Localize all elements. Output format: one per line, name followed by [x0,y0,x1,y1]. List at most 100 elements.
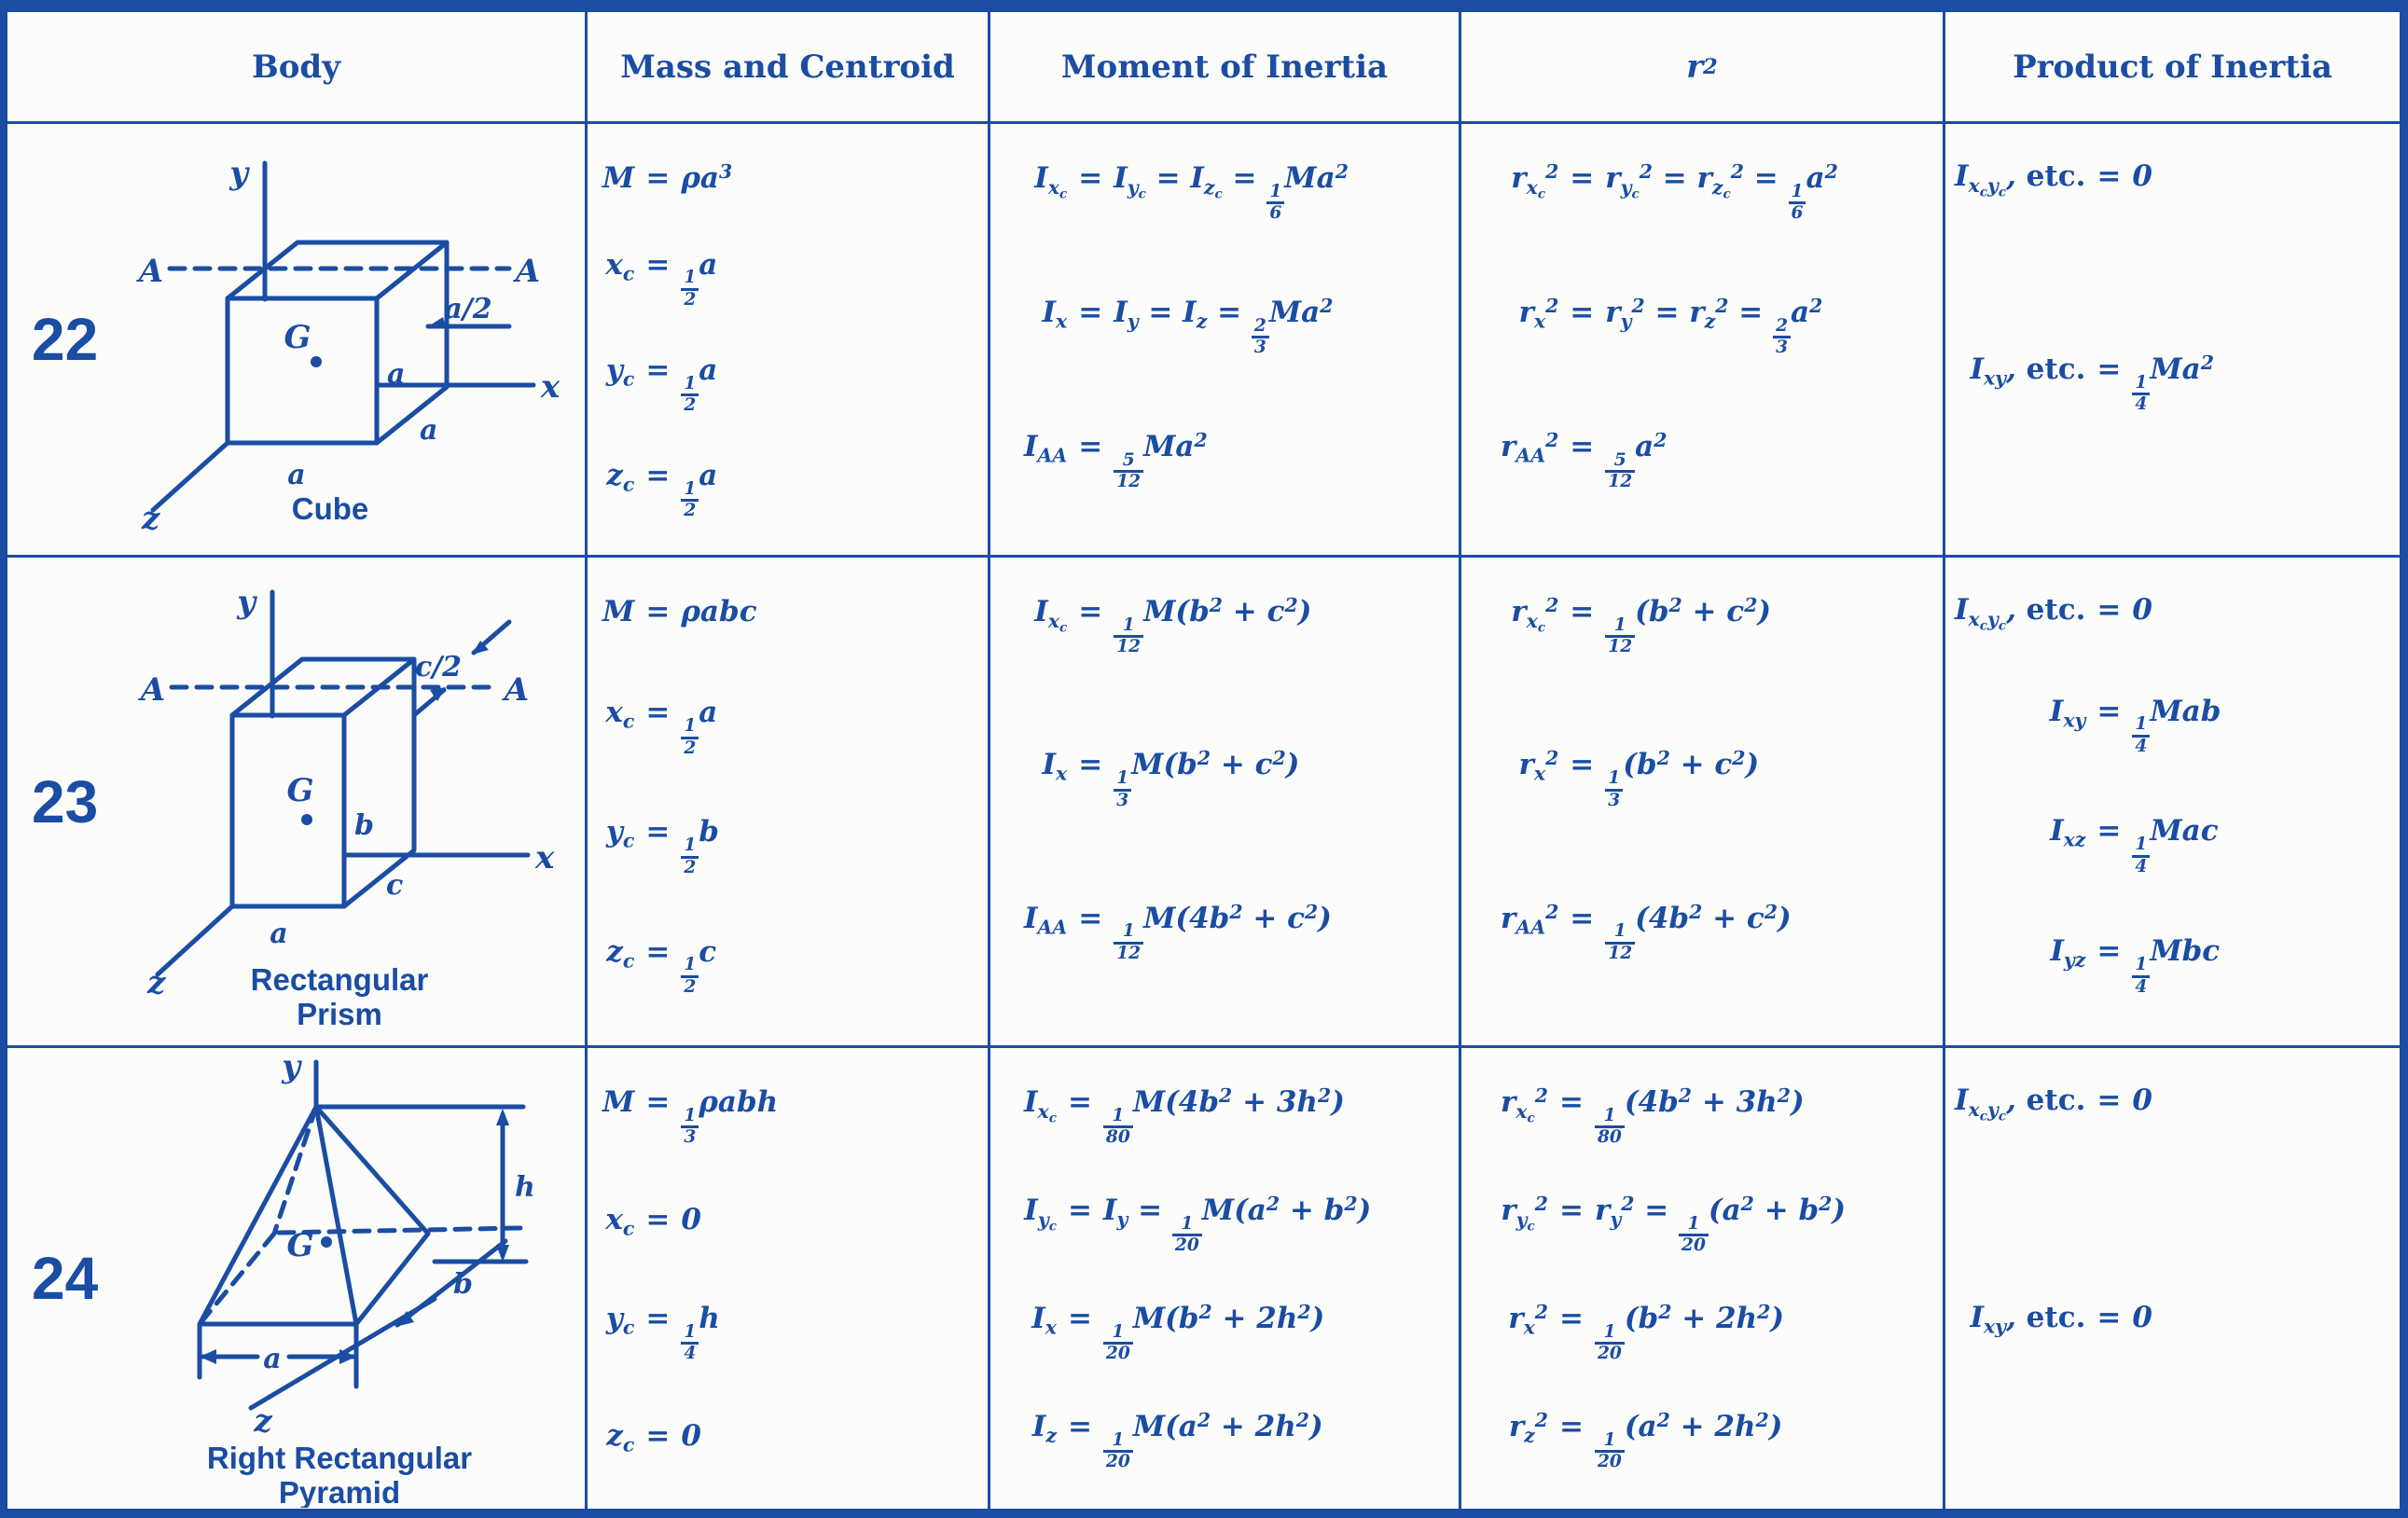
formula-equals: = [645,815,671,849]
formula-lhs: Ixc [1034,595,1068,635]
fraction: 1 80 [1102,1106,1133,1149]
formula-equals: = [2097,1083,2122,1117]
column-header-body: Body [7,12,588,124]
centroid-dot [311,356,322,367]
formula-equals: = [1078,161,1103,195]
cube-diagram: y x z A A a/2 G a a a Cube [136,155,560,537]
formula-equals: = [1067,1194,1092,1227]
formula-equals: = [1570,296,1595,329]
formula-lhs: Ixy, etc. [1970,1301,2086,1338]
formula-equals: = [645,1085,671,1119]
row-number: 23 [32,767,99,835]
arrowhead-icon [430,687,446,701]
formula-equals: = [1559,1194,1584,1227]
formula-equals: = [1067,1085,1092,1119]
formula-rhs: 1 3 M(b2 + c2) [1114,738,1332,810]
formula-lhs: yc [605,815,635,852]
diagram-caption-line2: Prism [297,997,382,1031]
formula-rhs: 1 80 M(4b2 + 3h2) [1102,1076,1371,1149]
prism-drawing [155,589,531,977]
r-squared-cell: rxc2 = 1 80 (4b2 + 3h2) ryc2 = ry2 = 1 20 (a2 + b… [1461,1048,1945,1509]
formula-equals: = [1570,430,1595,463]
formula-equals: = [1570,901,1595,935]
product-of-inertia-cell: Ixcyc, etc. = 0 Ixy = 1 4 Mab Ixz = 1 4 Mac Iyz = 1 4 Mbc [1945,558,2400,1048]
formula-rhs: 1 12 M(4b2 + c2) [1114,892,1332,964]
edge-label: a [387,358,405,391]
formula-lhs: Ixc [1024,1085,1057,1125]
formula-equals: = [1559,1302,1584,1335]
section-label-left: A [136,253,163,290]
formula-equals: = [1570,595,1595,628]
formula-rhs: 0 [2132,159,2152,193]
y-axis-label: y [281,1049,302,1085]
formula-lhs: M [602,161,635,195]
section-label-right: A [502,671,529,709]
formula-lhs: zc [606,458,635,496]
arrowhead-icon [496,1245,509,1262]
formula-lhs: rAA2 [1501,428,1559,467]
formula-lhs: rx2 [1518,294,1559,333]
formula-lhs: rxc2 [1501,1083,1548,1125]
formula-lhs: zc [606,1419,635,1456]
fraction: 1 12 [1114,615,1144,658]
formula-lhs: M [602,1085,635,1119]
x-axis-label: x [540,368,560,406]
b-dimension-label: b [453,1268,473,1301]
formula-lhs: Ixz [2050,814,2086,851]
formula-rhs: 0 [681,1419,701,1454]
fraction: 1 20 [1102,1430,1133,1473]
formula-rhs: 1 20 (a2 + 2h2) [1594,1401,1846,1472]
row-number: 24 [32,1245,99,1312]
formula-equals: = [2097,694,2122,728]
formula-lhs: M [602,595,635,628]
formula-lhs: Ixc [1034,161,1068,201]
formula-lhs: Iyc [1024,1194,1057,1234]
column-header-mass-centroid: Mass and Centroid [588,12,990,124]
formula-lhs: Ixy, etc. [1970,352,2086,390]
formula-lhs: Ixy [2049,694,2086,732]
formula-equals: = [2097,814,2122,849]
formula-rhs: 0 [2132,1083,2152,1117]
fraction: 1 12 [1605,921,1636,964]
formula-lhs: xc [605,1203,635,1240]
formula-equals: = [645,1301,671,1335]
formula-rhs: 1 80 (4b2 + 3h2) [1594,1076,1846,1149]
formula-equals: = [645,595,671,628]
formula-rhs: 1 4 Mab [2132,685,2221,757]
arrowhead-icon [496,1109,509,1125]
formula-equals: = [1570,161,1595,195]
section-label-left: A [138,671,165,709]
edge-label: b [354,809,374,842]
arrowhead-icon [428,317,446,327]
formula-rhs: 1 12 (b2 + c2) [1605,586,1791,657]
formula-rhs: 1 3 ρabh [681,1076,778,1148]
formula-equals: = [1078,901,1103,935]
h-dimension-label: h [515,1171,535,1204]
arrowhead-icon [472,641,489,655]
diagram-caption-line2: Pyramid [279,1475,400,1508]
formula-rhs: 1 4 Ma2 [2132,343,2214,415]
z-axis-label: z [253,1402,272,1440]
r-squared-cell: rxc2 = ryc2 = rzc2 = 1 6 a2 rx2 = ry2 = rz2 = 2… [1461,124,1945,558]
fraction: 1 20 [1102,1322,1133,1365]
formula-lhs: Ixcyc, etc. [1955,1083,2086,1124]
formula-rhs: 1 20 M(a2 + 2h2) [1102,1401,1371,1473]
fraction: 1 80 [1594,1106,1625,1149]
diagram-caption: Cube [292,491,369,526]
formula-equals: = [2097,352,2122,386]
formula-lhs: ryc2 [1501,1192,1548,1234]
moment-of-inertia-cell: Ixc = 1 80 M(4b2 + 3h2) Iyc = Iy = 1 20 M(a2 + b2… [990,1048,1461,1509]
body-cell-right-rectangular-pyramid: 24 [7,1048,588,1509]
formula-equals: = [645,1419,671,1454]
